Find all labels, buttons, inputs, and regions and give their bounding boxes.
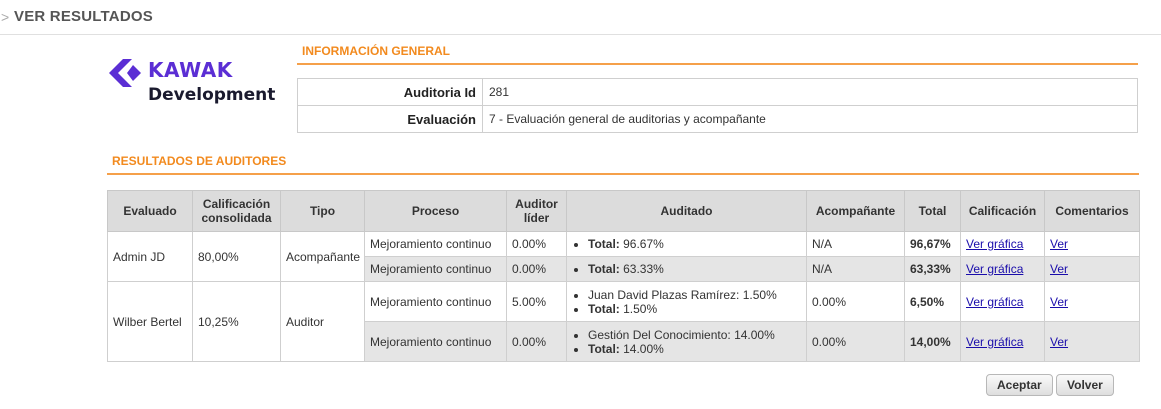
results-title: RESULTADOS DE AUDITORES bbox=[112, 154, 287, 168]
calificacion-link-cell: Ver gráfica bbox=[960, 281, 1045, 322]
results-table: Evaluado Calificación consolidada Tipo P… bbox=[107, 190, 1140, 362]
evaluado-cell: Wilber Bertel bbox=[107, 281, 193, 362]
page-header: > VER RESULTADOS bbox=[0, 0, 1161, 35]
view-chart-link[interactable]: Ver gráfica bbox=[966, 262, 1024, 276]
auditado-total: Total: 1.50% bbox=[588, 302, 801, 316]
view-chart-link[interactable]: Ver gráfica bbox=[966, 334, 1024, 349]
auditado-cell: Total: 96.67% bbox=[566, 231, 807, 257]
logo-brand: KAWAK bbox=[148, 58, 233, 82]
general-info-divider bbox=[297, 63, 1138, 65]
back-button[interactable]: Volver bbox=[1056, 374, 1114, 396]
comments-link-cell: Ver bbox=[1044, 321, 1140, 362]
view-comments-link[interactable]: Ver bbox=[1050, 294, 1069, 309]
total-cell: 96,67% bbox=[904, 231, 961, 257]
evaluation-value: 7 - Evaluación general de auditorias y a… bbox=[482, 105, 1138, 133]
proceso-cell: Mejoramiento continuo bbox=[364, 321, 507, 362]
view-comments-link[interactable]: Ver bbox=[1050, 262, 1069, 276]
column-header: Auditor líder bbox=[506, 190, 567, 232]
general-info-table: Auditoria Id 281 Evaluación 7 - Evaluaci… bbox=[297, 78, 1138, 133]
results-divider bbox=[107, 173, 1139, 175]
auditado-total: Total: 96.67% bbox=[588, 237, 801, 251]
proceso-cell: Mejoramiento continuo bbox=[364, 281, 507, 322]
calificacion-link-cell: Ver gráfica bbox=[960, 321, 1045, 362]
auditado-total: Total: 14.00% bbox=[588, 342, 801, 356]
comments-link-cell: Ver bbox=[1044, 256, 1140, 282]
column-header: Auditado bbox=[566, 190, 807, 232]
calificacion-link-cell: Ver gráfica bbox=[960, 231, 1045, 257]
info-row-evaluation: Evaluación 7 - Evaluación general de aud… bbox=[297, 105, 1138, 133]
auditado-cell: Juan David Plazas Ramírez: 1.50% Total: … bbox=[566, 281, 807, 322]
auditor-lider-cell: 0.00% bbox=[506, 231, 567, 257]
column-header: Evaluado bbox=[107, 190, 193, 232]
proceso-cell: Mejoramiento continuo bbox=[364, 231, 507, 257]
auditado-item: Gestión Del Conocimiento: 14.00% bbox=[588, 328, 801, 342]
view-comments-link[interactable]: Ver bbox=[1050, 334, 1069, 349]
total-cell: 14,00% bbox=[904, 321, 961, 362]
proceso-cell: Mejoramiento continuo bbox=[364, 256, 507, 282]
acompanante-cell: N/A bbox=[806, 231, 905, 257]
table-row: Wilber Bertel 10,25% Auditor Mejoramient… bbox=[107, 281, 1140, 362]
general-info-title: INFORMACIÓN GENERAL bbox=[302, 44, 450, 58]
info-row-audit-id: Auditoria Id 281 bbox=[297, 78, 1138, 106]
kawak-logo: KAWAK Development bbox=[108, 56, 278, 112]
auditado-total: Total: 63.33% bbox=[588, 262, 801, 276]
view-chart-link[interactable]: Ver gráfica bbox=[966, 237, 1024, 251]
table-row: Mejoramiento continuo 0.00% Gestión Del … bbox=[108, 321, 1140, 362]
audit-id-label: Auditoria Id bbox=[297, 78, 483, 106]
auditado-cell: Total: 63.33% bbox=[566, 256, 807, 282]
evaluation-label: Evaluación bbox=[297, 105, 483, 133]
column-header: Comentarios bbox=[1044, 190, 1140, 232]
acompanante-cell: 0.00% bbox=[806, 281, 905, 322]
column-header: Tipo bbox=[280, 190, 365, 232]
column-header: Total bbox=[904, 190, 961, 232]
calificacion-link-cell: Ver gráfica bbox=[960, 256, 1045, 282]
accept-button[interactable]: Aceptar bbox=[986, 374, 1053, 396]
evaluado-cell: Admin JD bbox=[107, 231, 193, 282]
table-row: Admin JD 80,00% Acompañante Mejoramiento… bbox=[107, 231, 1140, 282]
comments-link-cell: Ver bbox=[1044, 231, 1140, 257]
auditado-item: Juan David Plazas Ramírez: 1.50% bbox=[588, 288, 801, 302]
total-cell: 63,33% bbox=[904, 256, 961, 282]
column-header: Acompañante bbox=[806, 190, 905, 232]
view-comments-link[interactable]: Ver bbox=[1050, 237, 1069, 251]
column-header: Proceso bbox=[364, 190, 507, 232]
view-chart-link[interactable]: Ver gráfica bbox=[966, 294, 1024, 309]
logo-subtitle: Development bbox=[148, 85, 276, 105]
audit-id-value: 281 bbox=[482, 78, 1138, 106]
tipo-cell: Acompañante bbox=[280, 231, 365, 282]
auditor-lider-cell: 0.00% bbox=[506, 256, 567, 282]
column-header: Calificación bbox=[960, 190, 1045, 232]
acompanante-cell: N/A bbox=[806, 256, 905, 282]
page-title: VER RESULTADOS bbox=[14, 8, 153, 25]
calificacion-cell: 10,25% bbox=[192, 281, 281, 362]
total-cell: 6,50% bbox=[904, 281, 961, 322]
calificacion-cell: 80,00% bbox=[192, 231, 281, 282]
table-row: Mejoramiento continuo 0.00% Total: 63.33… bbox=[108, 256, 1140, 282]
acompanante-cell: 0.00% bbox=[806, 321, 905, 362]
comments-link-cell: Ver bbox=[1044, 281, 1140, 322]
tipo-cell: Auditor bbox=[280, 281, 365, 362]
kawak-logo-icon bbox=[109, 59, 141, 87]
auditor-lider-cell: 0.00% bbox=[506, 321, 567, 362]
results-header-row: Evaluado Calificación consolidada Tipo P… bbox=[107, 190, 1140, 232]
breadcrumb-arrow-icon: > bbox=[1, 9, 10, 25]
auditado-cell: Gestión Del Conocimiento: 14.00% Total: … bbox=[566, 321, 807, 362]
auditor-lider-cell: 5.00% bbox=[506, 281, 567, 322]
column-header: Calificación consolidada bbox=[192, 190, 281, 232]
